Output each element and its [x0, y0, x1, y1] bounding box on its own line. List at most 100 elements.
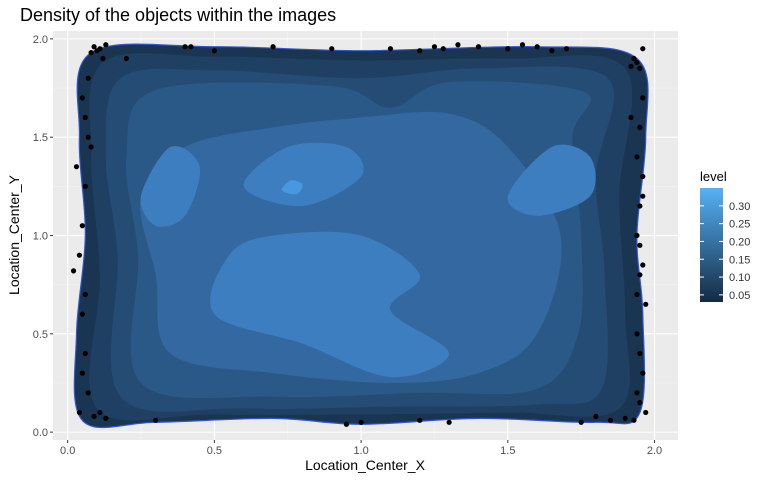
scatter-point [475, 44, 482, 50]
legend-ticks: 0.05 0.10 0.15 0.20 0.25 0.30 [700, 201, 750, 302]
scatter-point [634, 291, 640, 298]
scatter-point [91, 413, 97, 420]
scatter-point [634, 154, 640, 160]
scatter-point [79, 370, 85, 376]
scatter-point [640, 46, 646, 52]
scatter-point [211, 48, 217, 54]
scatter-point [637, 242, 643, 248]
y-tick-label: 0.5 [33, 329, 48, 341]
y-tick-label: 1.5 [33, 132, 48, 144]
legend-label: 0.20 [729, 236, 750, 248]
scatter-point [637, 350, 643, 357]
scatter-point [79, 223, 85, 229]
scatter-point [79, 95, 85, 101]
scatter-point [643, 301, 649, 307]
contour-level-0_3 [507, 144, 596, 216]
scatter-point [640, 95, 646, 101]
scatter-point [631, 417, 637, 423]
scatter-point [628, 114, 634, 121]
scatter-point [643, 409, 649, 416]
scatter-point [455, 42, 461, 48]
scatter-point [76, 409, 83, 416]
scatter-point [188, 44, 194, 50]
scatter-point [88, 144, 94, 150]
scatter-point [578, 419, 584, 425]
scatter-point [534, 44, 540, 50]
scatter-point [637, 400, 643, 406]
density-contours [73, 43, 649, 429]
x-tick-label: 0.5 [207, 445, 222, 457]
scatter-point [440, 46, 446, 52]
legend-colorbar [700, 188, 723, 302]
scatter-point [123, 55, 129, 62]
contour-level-0_33 [281, 180, 303, 195]
legend-label: 0.15 [729, 254, 750, 266]
scatter-point [634, 59, 640, 66]
scatter-point [73, 164, 80, 170]
scatter-point [637, 124, 643, 130]
scatter-point [640, 193, 646, 199]
legend-label: 0.05 [729, 290, 750, 302]
scatter-point [358, 419, 364, 425]
scatter-point [82, 291, 88, 298]
scatter-point [505, 46, 511, 52]
scatter-point [76, 252, 83, 258]
scatter-point [640, 173, 646, 180]
scatter-point [628, 63, 634, 69]
scatter-point [634, 331, 640, 337]
x-axis-ticks: 0.0 0.5 1.0 1.5 2.0 [60, 440, 662, 457]
legend-label: 0.30 [729, 201, 750, 213]
scatter-point [103, 415, 109, 421]
scatter-point [637, 65, 643, 71]
scatter-point [97, 409, 103, 416]
contour-level-0_3 [243, 142, 364, 207]
scatter-point [519, 42, 526, 48]
x-tick-label: 2.0 [647, 445, 662, 457]
scatter-point [82, 114, 88, 121]
scatter-point [103, 42, 109, 48]
y-axis-title: Location_Center_Y [6, 174, 22, 295]
scatter-point [563, 46, 570, 52]
scatter-point [82, 183, 88, 189]
scatter-point [270, 44, 276, 50]
y-tick-label: 2.0 [33, 34, 48, 46]
scatter-point [637, 203, 643, 209]
scatter-point [634, 390, 640, 396]
legend: level 0.05 0.10 0.15 0.20 0.25 0.30 [700, 169, 750, 302]
scatter-point [417, 48, 423, 54]
scatter-point [153, 417, 159, 423]
scatter-point [446, 419, 452, 425]
scatter-point [343, 421, 350, 427]
x-tick-label: 0.0 [60, 445, 75, 457]
scatter-point [417, 417, 423, 423]
x-tick-label: 1.0 [353, 445, 368, 457]
scatter-point [607, 417, 614, 423]
scatter-point [640, 370, 646, 376]
scatter-point [70, 268, 77, 274]
scatter-point [97, 46, 103, 52]
scatter-point [387, 46, 394, 52]
scatter-points [70, 42, 649, 427]
scatter-point [100, 55, 106, 62]
contour-level-0_3 [140, 145, 201, 227]
scatter-point [593, 413, 599, 420]
scatter-point [85, 134, 91, 140]
legend-label: 0.25 [729, 219, 750, 231]
scatter-point [82, 350, 88, 357]
y-tick-label: 0.0 [33, 427, 48, 439]
scatter-point [88, 50, 94, 56]
legend-title: level [700, 169, 727, 184]
x-tick-label: 1.5 [500, 445, 515, 457]
scatter-point [85, 390, 91, 396]
legend-label: 0.10 [729, 272, 750, 284]
y-axis-ticks: 0.0 0.5 1.0 1.5 2.0 [33, 34, 53, 439]
chart-title: Density of the objects within the images [20, 5, 336, 25]
scatter-point [182, 44, 188, 50]
contour-level-0_3 [210, 231, 450, 378]
scatter-point [631, 55, 637, 62]
scatter-point [622, 415, 628, 421]
scatter-point [85, 75, 91, 81]
scatter-point [637, 272, 643, 278]
scatter-point [79, 311, 85, 317]
